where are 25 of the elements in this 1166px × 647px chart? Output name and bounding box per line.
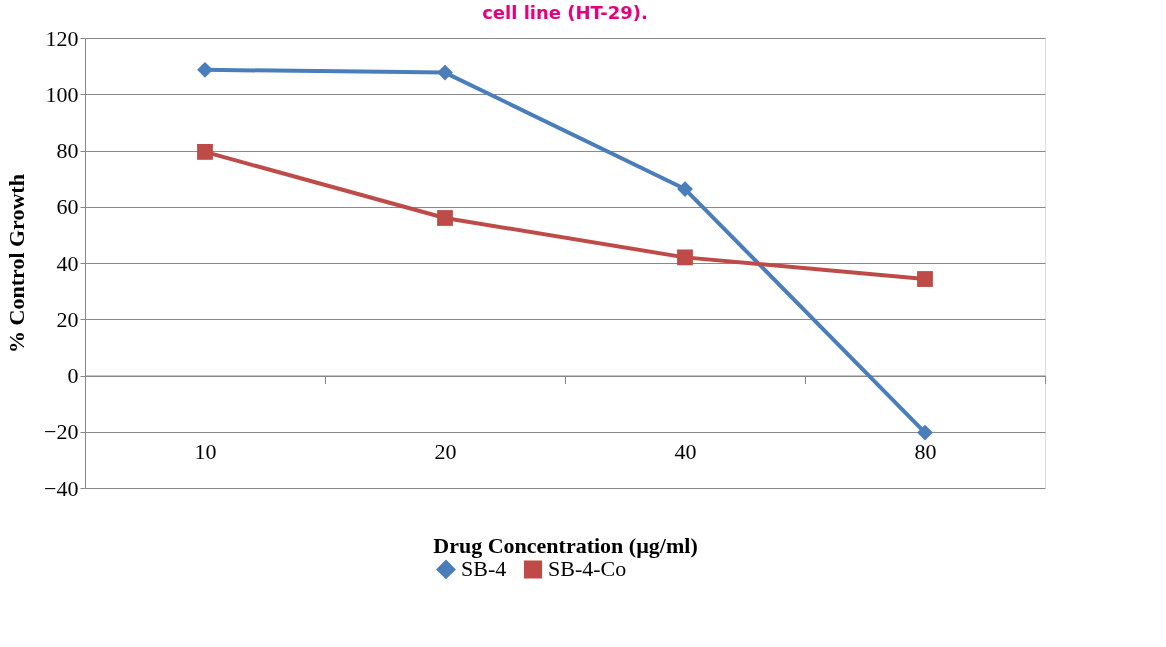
y-tick-label: 80 [56, 138, 79, 163]
point [197, 61, 213, 78]
y-tick-label: −40 [44, 475, 79, 501]
x-tick-label: 10 [194, 439, 217, 464]
y-axis-title: % Control Growth [4, 174, 30, 353]
point [677, 181, 693, 197]
x-axis-title: Drug Concentration (µg/ml) [433, 532, 698, 558]
x-tick-label: 40 [674, 439, 697, 464]
point [917, 424, 933, 441]
point [437, 210, 453, 226]
y-tick-label: 120 [45, 25, 79, 51]
point [437, 64, 453, 81]
y-tick-label: −20 [44, 419, 79, 445]
x-tick-label: 20 [434, 439, 457, 464]
point [677, 249, 693, 266]
legend-label: SB-4-Co [548, 556, 627, 582]
y-tick-label: 100 [45, 81, 79, 107]
y-tick-label: 60 [56, 194, 79, 220]
y-tick-label: 0 [67, 363, 79, 388]
x-tick-label: 80 [914, 439, 937, 464]
point [917, 271, 933, 287]
y-tick-label: 20 [56, 306, 79, 332]
point [197, 144, 213, 160]
chart-title: cell line (HT-29). [482, 2, 648, 23]
y-tick-label: 40 [56, 250, 79, 276]
